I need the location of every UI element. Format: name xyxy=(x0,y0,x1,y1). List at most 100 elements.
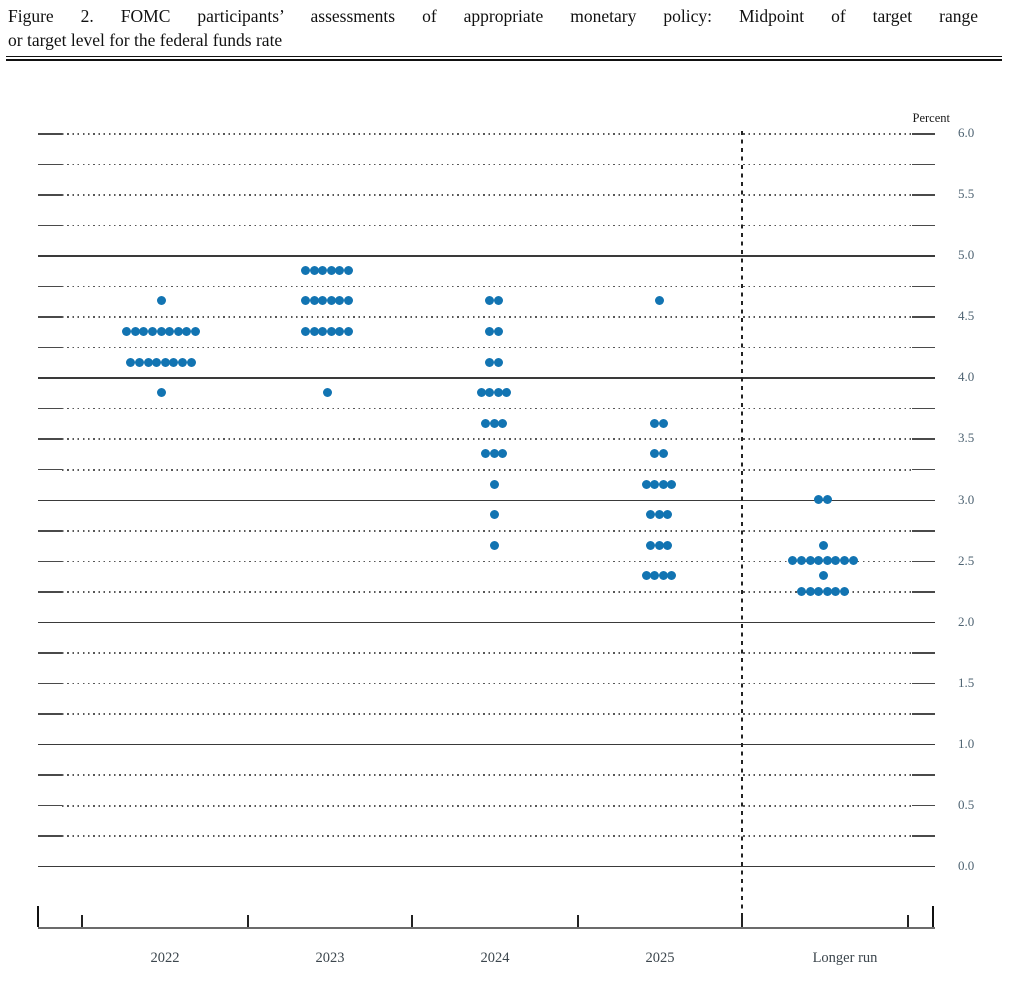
x-axis-category-label: Longer run xyxy=(812,950,878,966)
participant-projection-dot xyxy=(130,327,140,337)
gridline-dotted xyxy=(62,133,912,135)
gridline-right-cap xyxy=(912,316,935,318)
gridline-right-cap xyxy=(912,591,935,593)
participant-projection-dot xyxy=(301,265,310,275)
participant-projection-dot xyxy=(650,449,660,459)
participant-projection-dot xyxy=(173,327,183,337)
participant-projection-dot xyxy=(126,357,136,367)
participant-projection-dot xyxy=(480,449,490,459)
participant-projection-dot xyxy=(143,357,153,367)
participant-projection-dot xyxy=(822,495,832,504)
gridline-right-cap xyxy=(912,163,935,166)
gridline-left-cap xyxy=(38,835,62,837)
gridline-left-cap xyxy=(38,682,62,685)
gridline-dotted xyxy=(62,438,912,440)
participant-projection-dot xyxy=(663,510,673,520)
participant-projection-dot xyxy=(493,296,503,306)
gridline-left-cap xyxy=(38,285,62,288)
gridline-right-cap xyxy=(912,133,935,135)
participant-projection-dot xyxy=(667,479,677,489)
participant-projection-dot xyxy=(788,556,798,566)
participant-projection-dot xyxy=(335,327,345,337)
participant-projection-dot xyxy=(318,265,328,275)
participant-projection-dot xyxy=(654,510,664,520)
gridline-dotted xyxy=(62,407,912,410)
participant-projection-dot xyxy=(335,296,345,306)
gridline-right-cap xyxy=(912,774,935,776)
gridline-dotted xyxy=(62,530,912,532)
gridline-dotted xyxy=(62,194,912,196)
gridline-dotted xyxy=(62,835,912,838)
participant-projection-dot xyxy=(840,556,849,566)
gridline-right-cap xyxy=(912,713,935,715)
participant-projection-dot xyxy=(645,510,655,520)
gridline-dotted xyxy=(62,560,912,563)
gridline-right-cap xyxy=(912,530,935,532)
participant-projection-dot xyxy=(152,357,162,367)
y-tick-label: 5.0 xyxy=(958,247,975,263)
participant-projection-dot xyxy=(160,357,170,367)
y-tick-label: 1.0 xyxy=(958,735,975,751)
gridline-dotted xyxy=(62,713,912,715)
participant-projection-dot xyxy=(654,540,664,550)
gridline-dotted xyxy=(62,774,912,776)
participant-projection-dot xyxy=(814,586,824,596)
gridline-right-cap xyxy=(912,194,935,196)
x-axis-category-label: 2023 xyxy=(315,950,345,966)
y-tick-label: 4.0 xyxy=(958,369,975,385)
participant-projection-dot xyxy=(805,586,815,596)
gridline-left-cap xyxy=(38,346,62,349)
gridline-right-cap xyxy=(912,682,935,685)
gridline-left-cap xyxy=(38,804,62,807)
gridline-dotted xyxy=(62,346,912,349)
gridline-left-cap xyxy=(38,652,62,654)
y-tick-label: 0.5 xyxy=(958,796,975,812)
participant-projection-dot xyxy=(186,357,196,367)
x-axis-tick xyxy=(577,915,579,927)
participant-projection-dot xyxy=(182,327,192,337)
gridline-left-cap xyxy=(38,591,62,593)
participant-projection-dot xyxy=(309,327,319,337)
participant-projection-dot xyxy=(165,327,175,337)
gridline-left-cap xyxy=(38,438,62,440)
participant-projection-dot xyxy=(493,357,503,367)
x-axis-tick xyxy=(411,915,413,927)
y-tick-label: 0.0 xyxy=(958,858,975,873)
gridline-left-cap xyxy=(38,163,62,166)
participant-projection-dot xyxy=(344,296,353,306)
gridline-solid xyxy=(38,255,935,257)
gridline-right-cap xyxy=(912,224,935,227)
participant-projection-dot xyxy=(493,327,503,337)
participant-projection-dot xyxy=(818,540,828,550)
gridline-dotted xyxy=(62,163,912,166)
gridline-right-cap xyxy=(912,438,935,440)
gridline-dotted xyxy=(62,468,912,471)
participant-projection-dot xyxy=(485,357,495,367)
gridline-right-cap xyxy=(912,835,935,837)
participant-projection-dot xyxy=(476,388,486,398)
participant-projection-dot xyxy=(641,571,651,581)
y-tick-label: 1.5 xyxy=(958,674,975,690)
participant-projection-dot xyxy=(335,265,345,275)
participant-projection-dot xyxy=(156,296,166,306)
participant-projection-dot xyxy=(814,556,824,566)
gridline-left-cap xyxy=(38,560,62,563)
participant-projection-dot xyxy=(814,495,824,504)
figure-title-line1: Figure 2. FOMC participants’ assessments… xyxy=(8,6,978,26)
gridline-right-cap xyxy=(912,346,935,349)
gridline-left-cap xyxy=(38,133,62,135)
y-tick-label: 4.5 xyxy=(958,308,975,324)
x-axis-category-label: 2022 xyxy=(150,950,180,966)
participant-projection-dot xyxy=(322,388,332,398)
gridline-solid xyxy=(38,377,935,379)
participant-projection-dot xyxy=(489,540,499,550)
x-axis-end-tick xyxy=(36,906,40,927)
participant-projection-dot xyxy=(135,357,144,367)
y-tick-label: 2.5 xyxy=(958,552,975,568)
gridline-solid xyxy=(38,621,935,624)
participant-projection-dot xyxy=(344,265,353,275)
participant-projection-dot xyxy=(658,479,668,489)
y-tick-label: 3.0 xyxy=(958,491,975,507)
participant-projection-dot xyxy=(156,327,166,337)
